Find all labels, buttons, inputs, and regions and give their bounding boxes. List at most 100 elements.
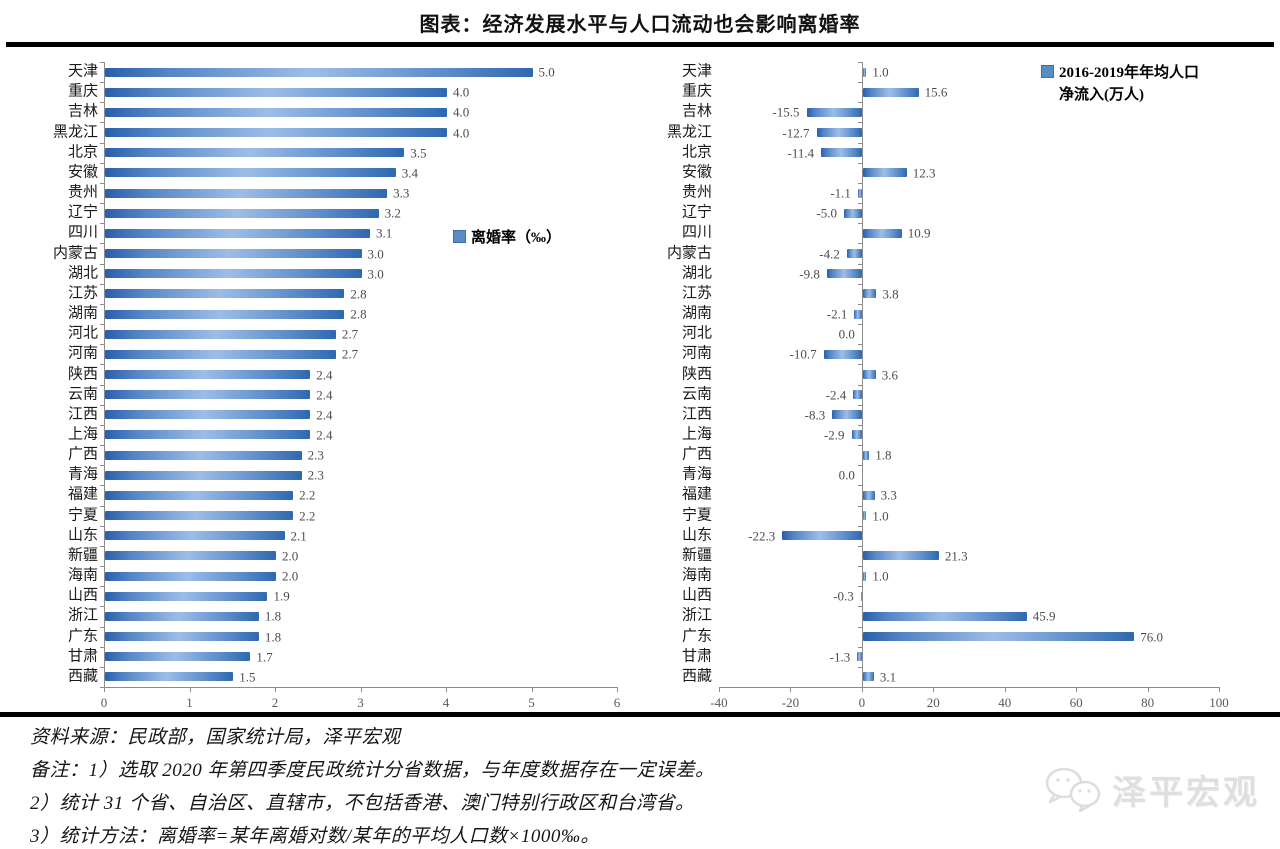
category-tick [100, 465, 104, 467]
x-tick-label: 4 [442, 695, 450, 710]
category-tick [100, 445, 104, 447]
bar-value-label: 1.8 [264, 629, 282, 645]
bar-value-label: 10.9 [907, 225, 931, 241]
category-tick [857, 283, 862, 285]
category-tick [100, 303, 104, 305]
bar [105, 571, 276, 581]
bar [105, 511, 294, 521]
category-tick [100, 142, 104, 144]
bar [105, 128, 447, 138]
category-tick [857, 303, 862, 305]
category-label: 重庆 [67, 83, 98, 100]
bar-value-label: 3.5 [410, 145, 427, 161]
bar-value-label: 0.0 [838, 326, 855, 342]
x-tick [1219, 687, 1220, 692]
bar [821, 148, 862, 158]
bar-value-label: -22.3 [748, 528, 776, 544]
bar [105, 309, 345, 319]
bar-value-label: 2.3 [307, 467, 324, 483]
x-tick-label: 80 [1141, 695, 1155, 710]
x-tick-label: 3 [357, 695, 364, 710]
category-label: 辽宁 [67, 204, 98, 221]
bar-value-label: 2.4 [316, 367, 333, 382]
bar-value-label: 4.0 [453, 84, 470, 100]
bar [105, 632, 259, 642]
category-label: 江西 [681, 406, 712, 423]
category-tick [100, 505, 104, 507]
category-tick [857, 445, 862, 447]
category-tick [100, 102, 104, 104]
bar [105, 652, 251, 662]
bar [823, 349, 862, 359]
category-tick [100, 384, 104, 386]
category-tick [100, 687, 104, 688]
category-tick [857, 626, 862, 628]
bar [105, 370, 311, 379]
bar [105, 188, 388, 198]
brand-name: 泽平宏观 [1112, 775, 1260, 812]
category-label: 陕西 [67, 366, 98, 382]
category-tick [100, 485, 104, 487]
category-tick [100, 243, 104, 245]
category-label: 湖南 [681, 305, 712, 322]
bar-value-label: -8.3 [804, 407, 826, 423]
bar-value-label: 0.0 [838, 467, 855, 483]
category-label: 广西 [681, 446, 712, 463]
category-tick [100, 606, 104, 608]
bar [105, 148, 405, 158]
bar-value-label: -15.5 [772, 104, 800, 120]
bar-value-label: 3.1 [376, 225, 393, 241]
wechat-logo-icon [1045, 767, 1101, 812]
bar-value-label: -2.4 [825, 387, 847, 403]
category-tick [857, 606, 862, 608]
x-tick [275, 687, 276, 692]
bar-value-label: 4.0 [453, 104, 470, 120]
x-tick-label: 5 [528, 695, 535, 710]
x-tick-label: 60 [1069, 695, 1083, 710]
bottom-divider [0, 712, 1280, 717]
bar-value-label: 2.4 [316, 427, 333, 443]
x-tick [617, 687, 618, 692]
x-tick [861, 687, 863, 692]
category-label: 天津 [67, 63, 98, 80]
brand-watermark: 泽平宏观 [1042, 765, 1260, 814]
bar-value-label: 3.3 [880, 487, 897, 503]
bar [105, 67, 533, 77]
category-tick [100, 586, 104, 588]
category-axis-line [861, 62, 863, 687]
bar-value-label: 76.0 [1140, 629, 1164, 645]
x-tick [531, 687, 533, 692]
category-tick [857, 82, 862, 84]
bar-value-label: 2.8 [350, 306, 367, 322]
bar [862, 571, 867, 581]
value-axis-line [719, 687, 1219, 688]
bar-value-label: 12.3 [912, 165, 936, 181]
category-tick [100, 566, 104, 568]
bar-value-label: 3.1 [879, 669, 897, 685]
category-label: 重庆 [681, 83, 712, 100]
bar [844, 208, 862, 218]
category-label: 新疆 [681, 547, 712, 564]
bar [862, 672, 874, 682]
category-tick [857, 203, 862, 205]
category-tick [857, 142, 862, 144]
category-label: 河南 [681, 345, 712, 362]
bar-value-label: 3.2 [384, 205, 401, 221]
category-label: 甘肃 [681, 648, 712, 665]
category-tick [857, 525, 862, 527]
bar-value-label: 4.0 [453, 125, 470, 141]
bar [862, 87, 919, 97]
category-label: 宁夏 [67, 507, 98, 524]
bar [862, 511, 867, 521]
bar-value-label: 2.2 [299, 508, 316, 524]
bar [826, 269, 862, 279]
bar-value-label: 2.3 [307, 447, 324, 463]
category-label: 湖北 [681, 265, 712, 282]
bar-value-label: -2.9 [823, 427, 845, 443]
category-label: 新疆 [67, 547, 98, 564]
bar [105, 611, 259, 621]
bar-value-label: 2.4 [316, 387, 333, 403]
bar [105, 168, 396, 178]
bar-value-label: 1.7 [256, 649, 273, 665]
bar [816, 128, 862, 138]
